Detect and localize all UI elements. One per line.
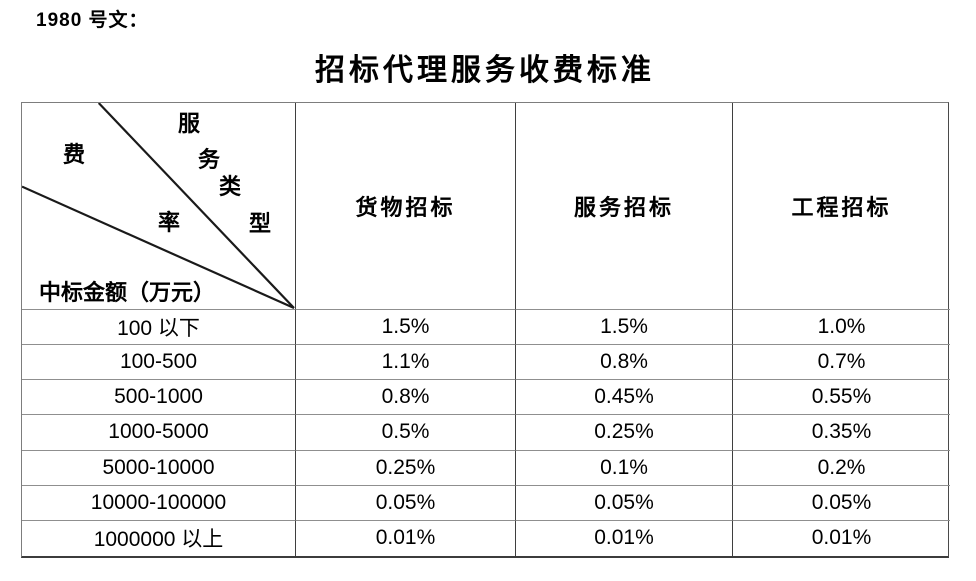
- fee-value: 0.5%: [296, 415, 516, 451]
- corner-type-char-1: 服: [177, 111, 201, 136]
- fee-value: 0.05%: [733, 486, 950, 521]
- fee-value: 0.05%: [296, 485, 516, 521]
- fee-value: 0.55%: [733, 380, 950, 416]
- row-label: 5000-10000: [22, 450, 296, 486]
- corner-rate-char-2: 率: [157, 210, 181, 235]
- row-label: 1000-5000: [22, 415, 296, 451]
- fee-value: 0.01%: [296, 520, 516, 556]
- row-label: 500-1000: [22, 380, 296, 416]
- corner-type-char-4: 型: [248, 211, 272, 236]
- row-label: 100 以下: [22, 310, 296, 346]
- corner-type-char-2: 务: [197, 147, 221, 172]
- fee-value: 0.45%: [516, 380, 733, 416]
- page-title: 招标代理服务收费标准: [315, 54, 655, 87]
- fee-value: 0.2%: [733, 451, 950, 486]
- fee-value: 0.35%: [733, 415, 950, 451]
- fee-value: 0.8%: [516, 345, 733, 381]
- fee-table: 服 务 类 型 费 率 中标金额（万元） 货物招标 服务招标 工程招标 100 …: [21, 102, 950, 558]
- fee-value: 1.1%: [296, 345, 516, 381]
- fee-value: 0.05%: [516, 485, 733, 521]
- fee-value: 0.1%: [516, 450, 733, 486]
- corner-row-axis-label: 中标金额（万元）: [39, 280, 216, 305]
- fee-value: 0.25%: [296, 450, 516, 486]
- fee-value: 0.8%: [296, 380, 516, 416]
- fee-value: 0.7%: [733, 345, 950, 381]
- fee-value: 0.01%: [811, 526, 872, 550]
- row-label: 1000000 以上: [22, 520, 296, 556]
- corner-type-char-3: 类: [218, 174, 242, 199]
- col-header-services: 服务招标: [516, 103, 733, 310]
- fee-value: 0.25%: [516, 415, 733, 451]
- row-label: 100-500: [22, 345, 296, 381]
- fee-value: 1.5%: [516, 310, 733, 346]
- row-label: 10000-100000: [22, 485, 296, 521]
- corner-rate-char-1: 费: [62, 142, 86, 167]
- col-header-works: 工程招标: [733, 103, 950, 310]
- doc-number-label: 1980 号文：: [36, 10, 149, 31]
- corner-header-cell: 服 务 类 型 费 率 中标金额（万元）: [22, 103, 296, 310]
- col-header-goods: 货物招标: [296, 103, 516, 310]
- fee-value: 0.01%: [516, 520, 733, 556]
- fee-value: 1.0%: [733, 310, 950, 346]
- fee-value: 1.5%: [296, 310, 516, 346]
- diagonal-lines: [22, 103, 295, 309]
